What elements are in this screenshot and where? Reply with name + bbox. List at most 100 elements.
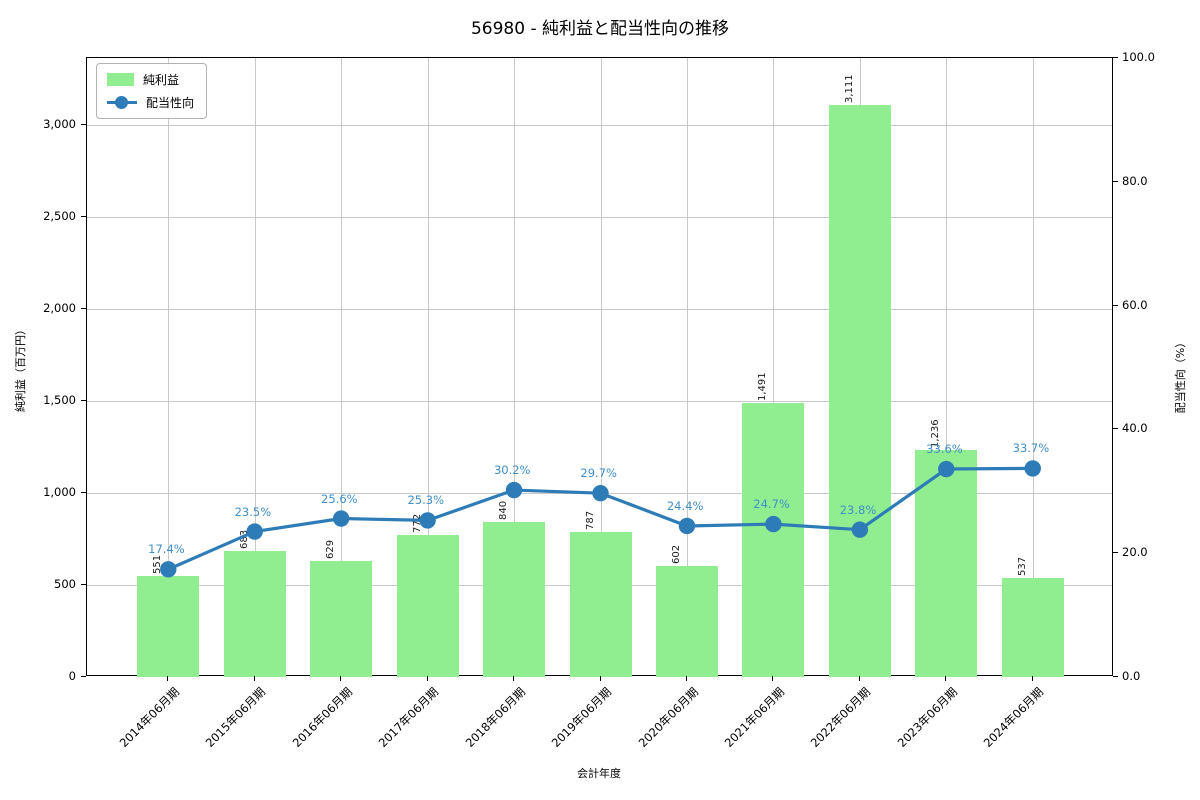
gridline-vertical [600,58,602,675]
plot-area: 551 683 629 772 840 787 602 1,491 3,111 1,236 537 1… [86,57,1113,677]
y-right-tick-label: 100.0 [1122,50,1155,64]
bar-swatch-icon [107,73,134,86]
tick-mark-right [1113,676,1118,677]
y-right-tick-label: 60.0 [1122,297,1148,312]
bar [1001,578,1064,677]
bar [310,561,373,677]
payout-marker [592,484,609,502]
payout-marker [851,521,869,538]
y-left-tick-label: 3,000 [43,116,76,131]
bar [655,566,718,677]
x-tick-label: 2021年06月期 [721,684,788,751]
legend-label-payout-ratio: 配当性向 [146,96,195,110]
bar [828,104,891,677]
tick-mark-right [1113,304,1118,306]
payout-marker [938,460,955,478]
payout-value-label: 25.6% [321,491,358,506]
x-tick-label: 2017年06月期 [375,684,442,751]
y-left-tick-label: 2,000 [43,300,76,315]
bar [396,534,459,677]
gridline-vertical [773,58,775,675]
chart-title: 56980 - 純利益と配当性向の推移 [470,19,730,39]
tick-mark-right [1113,57,1118,58]
payout-value-label: 23.5% [234,504,272,519]
payout-marker [678,517,696,535]
legend-item-net-profit: 純利益 [107,71,194,88]
x-tick-label: 2014年06月期 [116,684,182,751]
gridline-horizontal [87,400,1112,402]
legend-label-net-profit: 純利益 [143,73,180,87]
payout-value-label: 33.7% [1012,441,1050,456]
x-tick-label: 2024年06月期 [981,684,1047,751]
legend: 純利益 配当性向 [96,63,208,119]
legend-item-payout-ratio: 配当性向 [107,94,194,111]
payout-marker [419,512,436,529]
tick-mark-right [1113,552,1118,554]
tick-mark-right [1113,428,1118,430]
bar [915,449,978,677]
tick-mark-bottom [599,676,601,681]
payout-marker [505,481,523,499]
bar [483,522,546,677]
x-axis-title: 会計年度 [577,767,621,780]
payout-value-label: 25.3% [407,493,445,508]
y-left-tick-label: 500 [54,576,76,591]
gridline-horizontal [87,216,1112,218]
tick-mark-left [81,676,86,677]
payout-value-label: 30.2% [493,463,531,478]
tick-mark-right [1113,180,1118,182]
y-left-tick-label: 0 [68,669,76,683]
gridline-vertical [946,58,948,675]
x-tick-label: 2023年06月期 [894,684,960,751]
gridline-vertical [1032,58,1034,675]
x-tick-label: 2015年06月期 [202,684,269,751]
gridline-vertical [341,58,343,675]
bar [137,575,200,677]
bar [569,532,632,677]
payout-value-label: 24.4% [666,498,704,513]
tick-mark-bottom [945,676,947,681]
x-tick-label: 2022年06月期 [808,684,874,751]
payout-marker [160,561,177,578]
bar [223,551,286,677]
x-tick-label: 2020年06月期 [635,684,701,751]
y-right-tick-label: 20.0 [1122,545,1148,560]
payout-value-label: 29.7% [580,466,617,481]
tick-mark-bottom [685,676,687,681]
payout-marker [246,523,263,540]
tick-mark-bottom [1031,676,1033,681]
y-left-tick-label: 1,500 [43,392,76,407]
payout-marker [332,510,350,527]
tick-mark-left [81,215,86,217]
tick-mark-bottom [340,676,342,681]
tick-mark-left [81,399,86,401]
tick-mark-bottom [253,676,255,681]
x-tick-label: 2018年06月期 [462,684,528,751]
gridline-horizontal [87,124,1112,126]
y-right-tick-label: 0.0 [1122,669,1141,683]
tick-mark-bottom [858,676,860,681]
gridline-vertical [514,58,516,675]
payout-value-label: 24.7% [753,497,790,512]
x-tick-label: 2019年06月期 [548,684,615,751]
y-right-tick-label: 80.0 [1122,173,1148,188]
payout-line [167,466,1033,571]
tick-mark-bottom [167,676,169,681]
tick-mark-bottom [513,676,515,681]
y-right-tick-label: 40.0 [1122,421,1148,436]
tick-mark-bottom [426,676,428,681]
payout-value-label: 23.8% [839,502,877,517]
line-swatch-icon [107,96,137,110]
payout-value-label: 17.4% [148,542,185,557]
gridline-vertical [168,58,170,675]
bar [742,402,805,677]
y-axis-title-right: 配当性向（%） [1174,336,1187,414]
y-left-tick-label: 1,000 [43,484,76,499]
tick-mark-left [81,491,86,493]
payout-marker [765,515,782,533]
gridline-vertical [427,58,429,675]
tick-mark-left [81,307,86,309]
tick-mark-left [81,583,86,585]
tick-mark-left [81,123,86,125]
